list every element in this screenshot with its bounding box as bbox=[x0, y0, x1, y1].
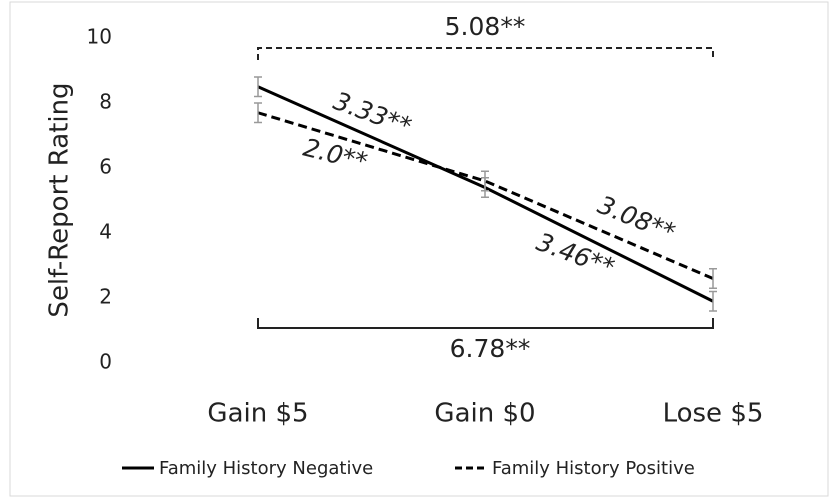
annotation: 3.46** bbox=[533, 227, 619, 282]
y-axis-label: Self-Report Rating bbox=[45, 82, 75, 317]
annotation: 6.78** bbox=[450, 334, 531, 363]
annotation: 3.33** bbox=[330, 86, 416, 141]
y-tick-label: 8 bbox=[99, 90, 112, 114]
legend-label: Family History Negative bbox=[159, 458, 373, 479]
bracket-bottom bbox=[257, 318, 714, 329]
y-tick-label: 10 bbox=[87, 25, 112, 49]
x-tick-label: Lose $5 bbox=[663, 399, 764, 429]
error-bar bbox=[709, 290, 717, 312]
x-tick-label: Gain $5 bbox=[207, 399, 308, 429]
x-tick-label: Gain $0 bbox=[434, 399, 535, 429]
y-tick-label: 6 bbox=[99, 155, 112, 179]
error-bar bbox=[481, 170, 489, 192]
error-bar bbox=[254, 102, 262, 124]
legend-label: Family History Positive bbox=[492, 458, 695, 479]
chart-frame bbox=[9, 1, 829, 497]
annotation: 5.08** bbox=[445, 12, 526, 41]
y-tick-label: 0 bbox=[99, 350, 112, 374]
error-bar bbox=[254, 76, 262, 98]
y-tick-label: 4 bbox=[99, 220, 112, 244]
annotation: 2.0** bbox=[300, 133, 370, 177]
annotation: 3.08** bbox=[594, 190, 680, 247]
y-tick-label: 2 bbox=[99, 285, 112, 309]
error-bar bbox=[709, 268, 717, 289]
bracket-top bbox=[257, 47, 714, 60]
